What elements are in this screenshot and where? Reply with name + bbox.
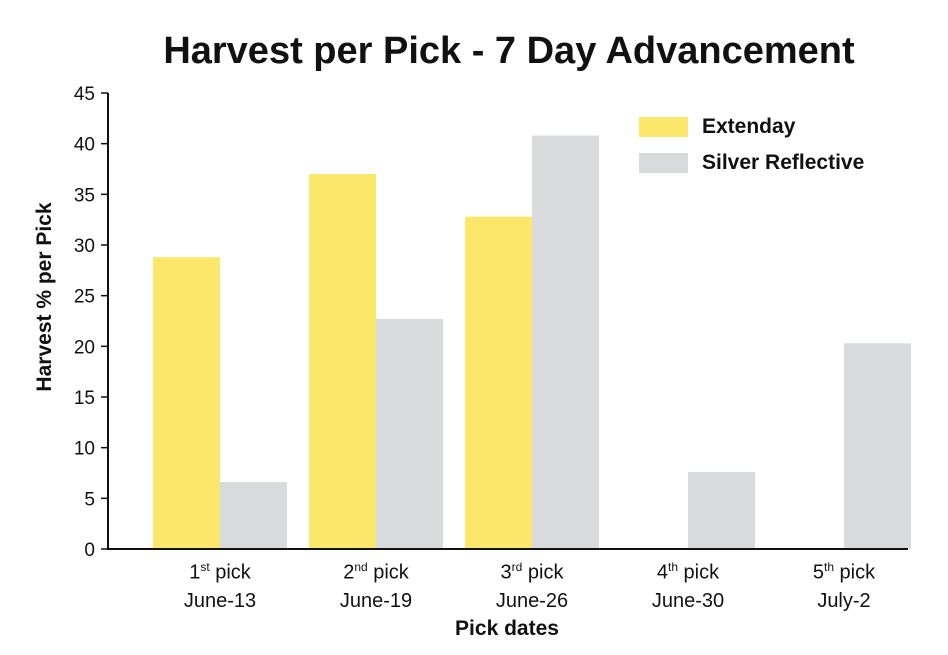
y-tick-label: 35	[74, 185, 95, 206]
y-tick-label: 30	[74, 236, 95, 257]
legend-swatch-silver-reflective	[639, 153, 688, 173]
y-tick-label: 10	[74, 439, 95, 460]
legend-swatch-extenday	[639, 117, 688, 137]
bar-silver-reflective-5	[844, 343, 911, 549]
legend-item-extenday: Extenday	[639, 115, 795, 139]
x-axis-label: Pick dates	[455, 617, 559, 640]
bar-extenday-1	[153, 257, 220, 549]
bar-silver-reflective-3	[532, 135, 599, 549]
bar-silver-reflective-4	[688, 471, 755, 549]
x-tick-label: 1st pick June-13	[183, 560, 257, 612]
x-tick-label: 5th pick July-2	[812, 560, 876, 612]
legend-label-silver-reflective: Silver Reflective	[702, 151, 865, 174]
y-tick-label: 20	[74, 337, 95, 358]
legend-item-silver-reflective: Silver Reflective	[639, 151, 864, 175]
y-tick-label: 45	[74, 84, 95, 105]
x-tick-label: 2nd pick June-19	[339, 560, 413, 612]
x-tick-label: 4th pick June-30	[651, 560, 725, 612]
y-tick-label: 40	[74, 135, 95, 156]
bar-extenday-3	[465, 216, 532, 550]
x-tick-label: 3rd pick June-26	[495, 560, 569, 612]
y-tick-label: 0	[84, 540, 95, 561]
y-tick-label: 25	[74, 287, 95, 308]
y-axis-label: Harvest % per Pick	[33, 202, 56, 392]
legend-label-extenday: Extenday	[702, 115, 796, 138]
bar-silver-reflective-1	[220, 482, 287, 549]
y-tick-label: 15	[74, 388, 95, 409]
chart-title: Harvest per Pick - 7 Day Advancement	[163, 30, 855, 72]
y-tick-label: 5	[84, 489, 95, 510]
bar-silver-reflective-2	[376, 318, 443, 549]
bar-extenday-2	[309, 174, 376, 550]
